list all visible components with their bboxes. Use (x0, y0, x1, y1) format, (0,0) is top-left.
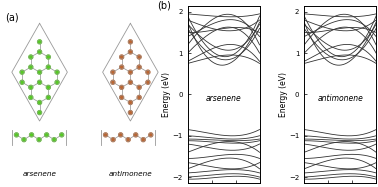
Circle shape (134, 133, 138, 137)
Circle shape (149, 133, 153, 137)
Circle shape (104, 133, 107, 137)
Circle shape (146, 80, 150, 84)
Circle shape (29, 95, 33, 99)
Circle shape (111, 80, 115, 84)
Circle shape (45, 133, 49, 137)
Circle shape (129, 80, 132, 84)
Circle shape (120, 65, 124, 69)
Text: antimonene: antimonene (317, 94, 363, 103)
Circle shape (29, 65, 33, 69)
Circle shape (120, 95, 124, 99)
Circle shape (52, 138, 56, 142)
Circle shape (120, 55, 124, 59)
Circle shape (137, 85, 141, 89)
Circle shape (38, 101, 42, 105)
Circle shape (38, 70, 42, 74)
Circle shape (29, 55, 33, 59)
Circle shape (137, 95, 141, 99)
Circle shape (37, 138, 41, 142)
Circle shape (46, 65, 50, 69)
Circle shape (46, 55, 50, 59)
Circle shape (111, 70, 115, 74)
Circle shape (14, 133, 19, 137)
Circle shape (38, 80, 42, 84)
Circle shape (46, 85, 50, 89)
Circle shape (60, 133, 64, 137)
Circle shape (129, 111, 132, 115)
Circle shape (29, 133, 34, 137)
Circle shape (120, 85, 124, 89)
Circle shape (111, 138, 115, 142)
Circle shape (22, 138, 26, 142)
Text: antimonene: antimonene (108, 171, 152, 177)
Circle shape (129, 70, 132, 74)
Y-axis label: Energy (eV): Energy (eV) (162, 72, 171, 117)
Circle shape (29, 85, 33, 89)
Circle shape (46, 95, 50, 99)
Text: arsenene: arsenene (23, 171, 57, 177)
Circle shape (141, 138, 145, 142)
Circle shape (20, 70, 24, 74)
Circle shape (137, 55, 141, 59)
Text: (b): (b) (157, 0, 171, 10)
Circle shape (146, 70, 150, 74)
Circle shape (55, 80, 59, 84)
Y-axis label: Energy (eV): Energy (eV) (279, 72, 288, 117)
Circle shape (119, 133, 122, 137)
Circle shape (55, 70, 59, 74)
Circle shape (38, 111, 42, 115)
Circle shape (38, 40, 42, 44)
Circle shape (137, 65, 141, 69)
Circle shape (129, 50, 132, 54)
Circle shape (129, 101, 132, 105)
Circle shape (126, 138, 130, 142)
Circle shape (38, 50, 42, 54)
Circle shape (129, 40, 132, 44)
Circle shape (20, 80, 24, 84)
Text: arsenene: arsenene (206, 94, 242, 103)
Text: (a): (a) (5, 12, 19, 22)
